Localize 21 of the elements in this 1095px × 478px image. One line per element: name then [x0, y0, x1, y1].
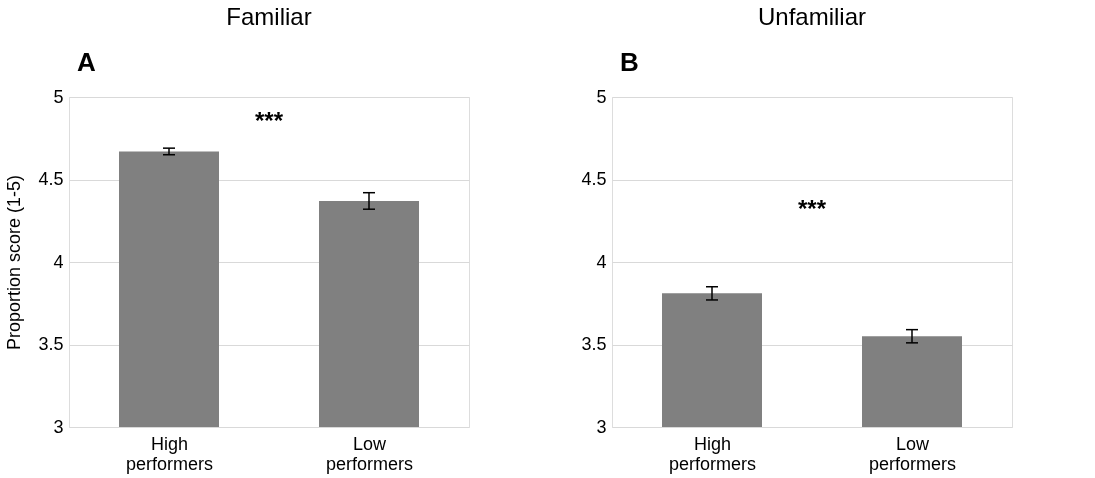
- x-tick-label: High performers: [668, 433, 757, 474]
- y-tick-label: 4.5: [38, 169, 64, 189]
- x-tick-label: Low performers: [325, 433, 414, 474]
- y-tick-label: 5: [53, 86, 64, 107]
- y-tick-label: 5: [596, 86, 607, 107]
- y-tick-label: 4.5: [581, 169, 607, 189]
- y-tick-label: 4: [596, 251, 607, 272]
- text: A: [77, 47, 96, 77]
- x-tick-label: High performers: [125, 433, 214, 474]
- chart-title: Unfamiliar: [757, 3, 867, 30]
- text: B: [620, 47, 639, 77]
- y-tick-label: 3: [53, 416, 64, 437]
- y-tick-label: 3: [596, 416, 607, 437]
- chart-title: Familiar: [226, 3, 312, 30]
- annotation: ***: [254, 107, 284, 134]
- y-axis-title: Proportion score (1-5): [4, 174, 25, 351]
- y-tick-label: 3.5: [38, 334, 64, 354]
- y-tick-label: 4: [53, 251, 64, 272]
- y-tick-label: 3.5: [581, 334, 607, 354]
- annotation: ***: [797, 195, 827, 222]
- x-tick-label: Low performers: [868, 433, 957, 474]
